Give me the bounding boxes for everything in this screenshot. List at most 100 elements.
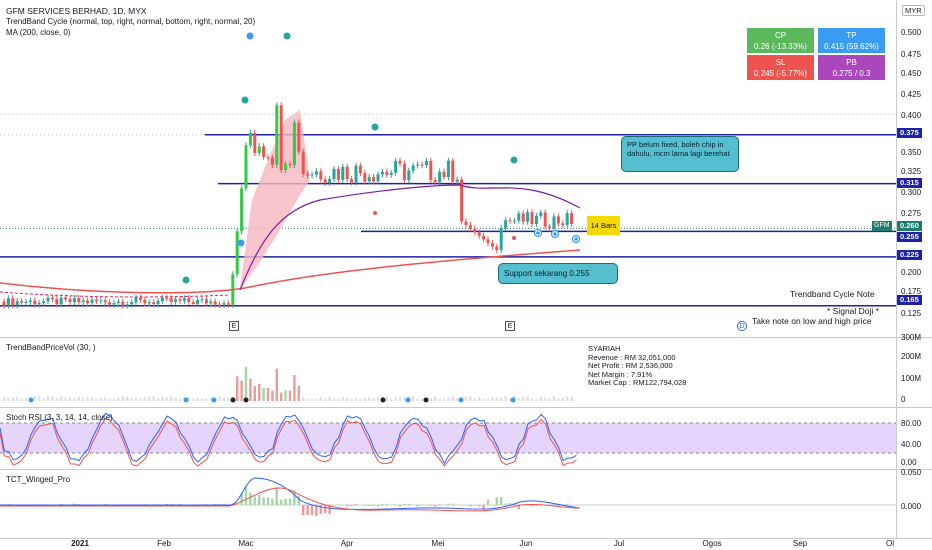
tct-bar [297,496,300,505]
time-axis-label: Sep [792,539,808,548]
candle-body [323,179,327,183]
tct-bar [244,486,248,505]
candle-body [543,212,547,227]
price-chart-canvas[interactable] [0,0,896,337]
price-axis[interactable] [896,0,932,538]
signal-dot [246,32,254,40]
level-label-0315[interactable]: 0.315 [897,178,922,188]
volume-bar [552,396,556,401]
tct-pane-title[interactable]: TCT_Winged_Pro [6,475,71,484]
volume-bar [112,398,116,401]
candle-body [354,165,358,183]
earnings-event-icon[interactable]: E [505,321,515,331]
candle-body [499,227,503,251]
volume-bar [143,397,146,401]
price-pane[interactable] [0,0,896,337]
tct-bar [328,505,331,515]
candle-body [42,301,46,304]
stoch-tick: 0.00 [901,458,917,467]
tp-title: TP [846,31,857,40]
candle-body [336,169,340,180]
indicator-ma-legend[interactable]: MA (200, close, 0) [6,28,71,37]
tct-bar [284,498,287,505]
candle-body [556,216,560,224]
candle-body [196,300,200,304]
current-price-label[interactable]: 0.260 [897,221,922,231]
tct-bar [280,499,283,505]
symbol-title[interactable]: GFM SERVICES BERHAD, 1D, MYX [6,6,147,16]
earnings-event-icon[interactable]: E [229,321,239,331]
volume-pane[interactable] [0,338,896,407]
currency-button[interactable]: MYR [902,5,925,16]
volume-bar [253,386,256,401]
tct-bar [438,504,441,505]
level-label-0165[interactable]: 0.165 [897,295,922,305]
note-pp-belum-fixed[interactable]: PP belum fixed, boleh chip in dahulu, mc… [621,136,739,172]
volume-bar [350,398,353,401]
volume-bar [16,397,19,401]
tct-bar [385,503,388,505]
candle-body [165,297,169,299]
tct-bar [381,503,384,505]
price-tick: 0.200 [901,268,922,277]
volume-bar [218,396,221,401]
fundamentals-block: SYARIAH Revenue : RM 32,051,000 Net Prof… [588,344,686,388]
time-axis-label: Feb [157,539,171,548]
tct-bar [324,505,327,514]
candle-body [442,171,446,178]
volume-bar [51,396,54,401]
candle-body [116,301,120,303]
stoch-pane-title[interactable]: Stoch RSI (3, 3, 14, 14, close) [6,413,113,422]
pane-separator[interactable] [0,407,932,408]
tct-bar [363,505,366,506]
volume-signal-dot [380,397,386,403]
candle-body [143,299,147,304]
tct-bar [508,502,512,505]
dividend-event-icon[interactable]: D [737,321,747,331]
volume-bar [548,398,551,401]
volume-bar [297,385,300,401]
candle-body [473,228,477,233]
volume-bar [196,397,199,401]
volume-bar [337,398,340,401]
volume-bar [442,398,446,401]
volume-bar [464,396,468,401]
level-label-0375[interactable]: 0.375 [897,128,922,138]
volume-tick: 100M [901,374,922,383]
candle-body [332,169,336,179]
tct-bar [165,503,168,505]
stoch-pane[interactable] [0,408,896,469]
tct-bar [539,503,542,505]
pane-separator[interactable] [0,469,932,470]
level-label-0255[interactable]: 0.255 [897,232,922,242]
candle-body [147,302,151,304]
tct-pane[interactable] [0,470,896,538]
band-midline [239,184,581,291]
level-label-0225[interactable]: 0.225 [897,250,922,260]
volume-bar [517,398,520,401]
candle-body [235,231,239,275]
volume-bar [108,398,111,401]
tct-bar [394,504,397,505]
volume-bar [332,398,336,401]
candle-body [288,164,292,166]
candle-body [512,220,516,222]
price-tick: 0.175 [901,287,922,296]
volume-bar [420,398,424,401]
volume-pane-title[interactable]: TrendBandPriceVol (30, ) [6,343,96,352]
candle-body [517,213,521,221]
volume-bar [478,397,481,401]
candle-body [530,212,534,224]
candle-body [464,221,468,226]
tct-bar [447,503,450,505]
pane-separator[interactable] [0,337,932,338]
tct-bar [346,505,349,507]
volume-bar [368,397,371,401]
tct-bar [535,505,538,506]
fund-net-profit: Net Profit : RM 2,536,000 [588,361,673,370]
note-support[interactable]: Support sekarang 0.255 [498,263,618,284]
candle-body [385,171,389,175]
indicator-trendband-legend[interactable]: TrendBand Cycle (normal, top, right, nor… [6,17,256,26]
tct-bar [266,497,270,505]
candle-body [266,157,270,159]
